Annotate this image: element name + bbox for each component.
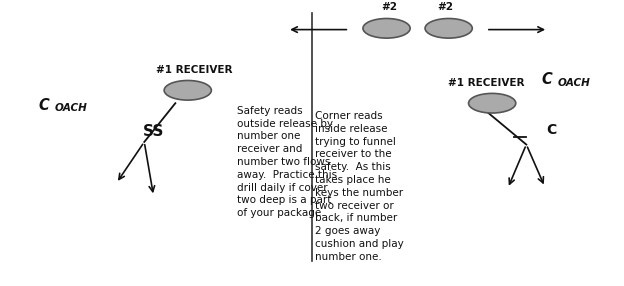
Text: SS: SS: [143, 124, 164, 139]
Text: #1 RECEIVER: #1 RECEIVER: [447, 78, 524, 88]
Circle shape: [164, 80, 212, 100]
Circle shape: [425, 19, 472, 38]
Text: #1 RECEIVER: #1 RECEIVER: [156, 65, 232, 75]
Text: OACH: OACH: [54, 103, 87, 113]
Text: C: C: [542, 72, 553, 88]
Circle shape: [469, 94, 516, 113]
Text: C: C: [39, 98, 49, 113]
Text: #2: #2: [437, 2, 454, 12]
Text: Corner reads
inside release
trying to funnel
receiver to the
safety.  As this
ta: Corner reads inside release trying to fu…: [315, 111, 404, 262]
Circle shape: [363, 19, 410, 38]
Text: #2: #2: [382, 2, 397, 12]
Text: OACH: OACH: [557, 78, 590, 88]
Text: Safety reads
outside release by
number one
receiver and
number two flows
away.  : Safety reads outside release by number o…: [238, 106, 338, 218]
Text: C: C: [546, 123, 556, 137]
